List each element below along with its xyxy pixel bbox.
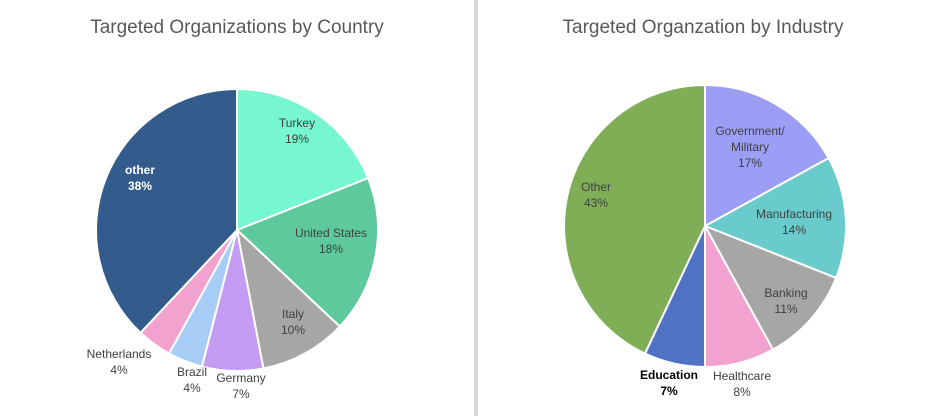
industry-pie-chart: Government/Military 17% Manufacturing 14% Ba… xyxy=(563,84,847,399)
data-label-turkey: Turkey 19% xyxy=(279,116,315,146)
data-label-brazil: Brazil 4% xyxy=(177,365,207,395)
pie-slice-other xyxy=(95,88,238,334)
data-label-government-military: Government/Military 17% xyxy=(715,124,785,170)
data-label-united-states: United States 18% xyxy=(295,226,367,256)
pie-slice-italy xyxy=(236,229,341,370)
data-label-education: Education 7% xyxy=(640,368,698,398)
chart-title-industry: Targeted Organzation by Industry xyxy=(562,17,844,38)
country-pie-chart: Turkey 19% United States 18% Italy 10% Germany… xyxy=(87,88,379,401)
chart-title-country: Targeted Organizations by Country xyxy=(90,17,384,38)
panel-divider xyxy=(474,0,478,416)
pie-slice-turkey xyxy=(236,88,370,231)
data-label-germany: Germany 7% xyxy=(216,371,265,401)
data-label-italy: Italy 10% xyxy=(281,307,305,337)
data-label-netherlands: Netherlands 4% xyxy=(87,347,152,377)
pie-slice-manufacturing xyxy=(704,157,847,279)
data-label-other: other 38% xyxy=(125,163,155,193)
pie-slice-government-military xyxy=(704,84,830,227)
data-label-manufacturing: Manufacturing 14% xyxy=(756,207,832,237)
data-label-healthcare: Healthcare 8% xyxy=(713,369,771,399)
country-chart-panel: Targeted Organizations by Country Turkey… xyxy=(86,17,384,401)
industry-chart-panel: Targeted Organzation by Industry Governm… xyxy=(478,0,928,416)
data-label-other: Other 43% xyxy=(581,180,611,210)
pie-slice-banking xyxy=(704,225,838,351)
data-label-banking: Banking 11% xyxy=(764,286,807,316)
pie-slice-other xyxy=(563,84,706,355)
pie-slice-united-states xyxy=(236,177,379,328)
